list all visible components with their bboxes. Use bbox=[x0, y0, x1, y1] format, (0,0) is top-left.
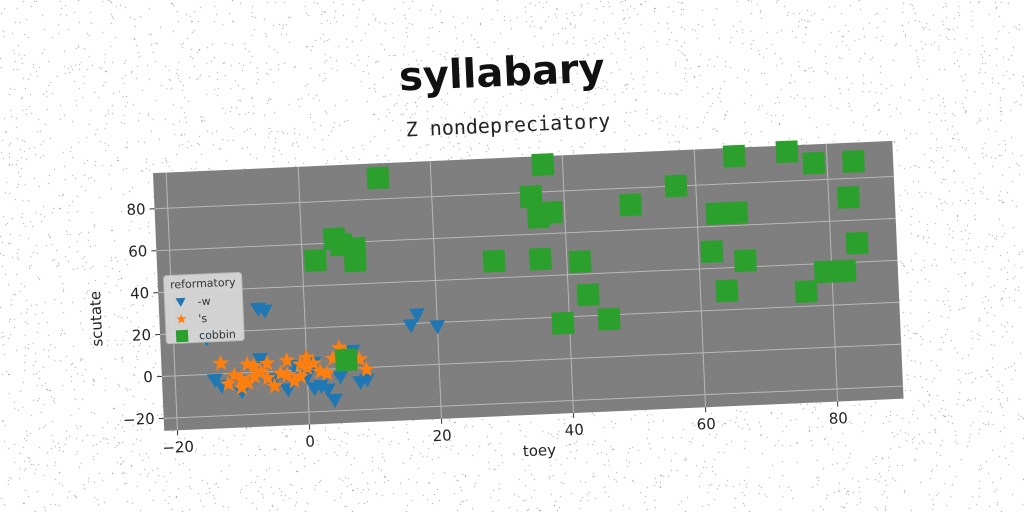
data-point bbox=[258, 354, 276, 371]
x-tick-label: 80 bbox=[828, 409, 848, 428]
legend: reformatory -w 's cobbin bbox=[163, 272, 245, 345]
data-point bbox=[775, 140, 799, 164]
data-point bbox=[292, 367, 309, 385]
data-point bbox=[551, 311, 575, 335]
data-point bbox=[429, 319, 446, 335]
data-point bbox=[319, 383, 336, 398]
data-point bbox=[845, 231, 869, 255]
data-point bbox=[278, 351, 296, 368]
data-point bbox=[540, 200, 563, 224]
data-point bbox=[715, 279, 739, 303]
y-grid-line bbox=[163, 385, 904, 419]
chart-title: syllabary bbox=[398, 46, 606, 101]
data-point bbox=[304, 354, 322, 371]
data-point bbox=[219, 375, 237, 392]
x-axis-ticks: −20 0 20 40 60 80 bbox=[162, 401, 848, 457]
data-point bbox=[833, 259, 857, 283]
data-point bbox=[408, 308, 425, 323]
legend-marker bbox=[175, 329, 189, 343]
data-point bbox=[252, 352, 269, 368]
data-point bbox=[722, 144, 746, 168]
data-point bbox=[343, 249, 367, 273]
data-point bbox=[233, 378, 250, 396]
x-tick-label: 60 bbox=[696, 415, 716, 434]
data-point bbox=[326, 393, 343, 408]
x-grid-line bbox=[693, 149, 707, 408]
data-point bbox=[619, 193, 643, 217]
legend-title: reformatory bbox=[170, 276, 237, 292]
legend-box bbox=[163, 272, 245, 345]
data-point bbox=[528, 247, 552, 271]
legend-label: 's bbox=[198, 312, 208, 325]
legend-marker bbox=[176, 313, 187, 324]
chart-subtitle: Z nondepreciatory bbox=[405, 109, 611, 142]
data-point bbox=[298, 359, 316, 376]
plot-area: −20 0 20 40 60 80 −20 0 20 40 60 80 toey scutate r… bbox=[86, 140, 904, 460]
data-point bbox=[304, 249, 327, 273]
data-point bbox=[794, 280, 818, 304]
data-point bbox=[332, 370, 349, 385]
y-tick-label: 60 bbox=[128, 242, 148, 261]
y-tick-label: 0 bbox=[143, 368, 153, 386]
x-tick-label: 0 bbox=[305, 432, 315, 450]
data-point bbox=[700, 240, 724, 264]
data-point bbox=[212, 354, 230, 371]
data-point bbox=[664, 174, 688, 198]
x-tick-label: 20 bbox=[432, 426, 452, 445]
data-point bbox=[358, 360, 375, 377]
data-point bbox=[256, 304, 273, 319]
data-point bbox=[813, 260, 837, 284]
data-point bbox=[350, 350, 368, 367]
data-point bbox=[285, 372, 303, 389]
data-point bbox=[482, 249, 506, 273]
legend-items: -w 's cobbin bbox=[175, 295, 236, 343]
series-3 bbox=[304, 140, 869, 372]
plot-background bbox=[152, 140, 904, 431]
data-point bbox=[519, 185, 543, 209]
data-points bbox=[198, 140, 869, 408]
data-point bbox=[358, 373, 375, 388]
y-tick-label: 80 bbox=[126, 200, 146, 219]
data-point bbox=[531, 153, 555, 177]
x-tick-label: 40 bbox=[564, 421, 584, 440]
y-grid-line bbox=[156, 217, 896, 252]
data-point bbox=[312, 379, 329, 394]
data-point bbox=[239, 374, 257, 391]
data-point bbox=[318, 364, 336, 381]
data-point bbox=[245, 367, 263, 384]
x-grid-line bbox=[429, 161, 442, 419]
y-axis-label: scutate bbox=[86, 291, 106, 347]
data-point bbox=[597, 307, 621, 331]
x-grid-line bbox=[561, 155, 574, 414]
data-point bbox=[366, 166, 390, 190]
legend-label: -w bbox=[197, 295, 211, 309]
series-2 bbox=[212, 338, 375, 396]
data-point bbox=[334, 348, 358, 372]
data-point bbox=[402, 318, 419, 334]
data-point bbox=[576, 283, 600, 307]
data-point bbox=[733, 249, 757, 273]
y-tick-label: −20 bbox=[123, 410, 155, 429]
data-point bbox=[842, 150, 865, 173]
data-point bbox=[836, 185, 860, 209]
legend-marker bbox=[175, 297, 186, 307]
legend-label: cobbin bbox=[199, 328, 236, 343]
y-grid-line bbox=[158, 259, 898, 294]
data-point bbox=[725, 201, 749, 225]
data-point bbox=[705, 202, 729, 226]
data-point bbox=[568, 250, 592, 274]
data-point bbox=[259, 369, 277, 386]
y-axis-ticks: −20 0 20 40 60 80 bbox=[123, 200, 164, 429]
y-tick-label: 20 bbox=[132, 326, 152, 345]
x-tick-label: −20 bbox=[162, 438, 194, 457]
x-axis-label: toey bbox=[522, 441, 556, 460]
y-tick-label: 40 bbox=[130, 284, 150, 303]
data-point bbox=[266, 377, 283, 394]
y-grid-line bbox=[160, 301, 900, 336]
data-point bbox=[802, 151, 826, 175]
